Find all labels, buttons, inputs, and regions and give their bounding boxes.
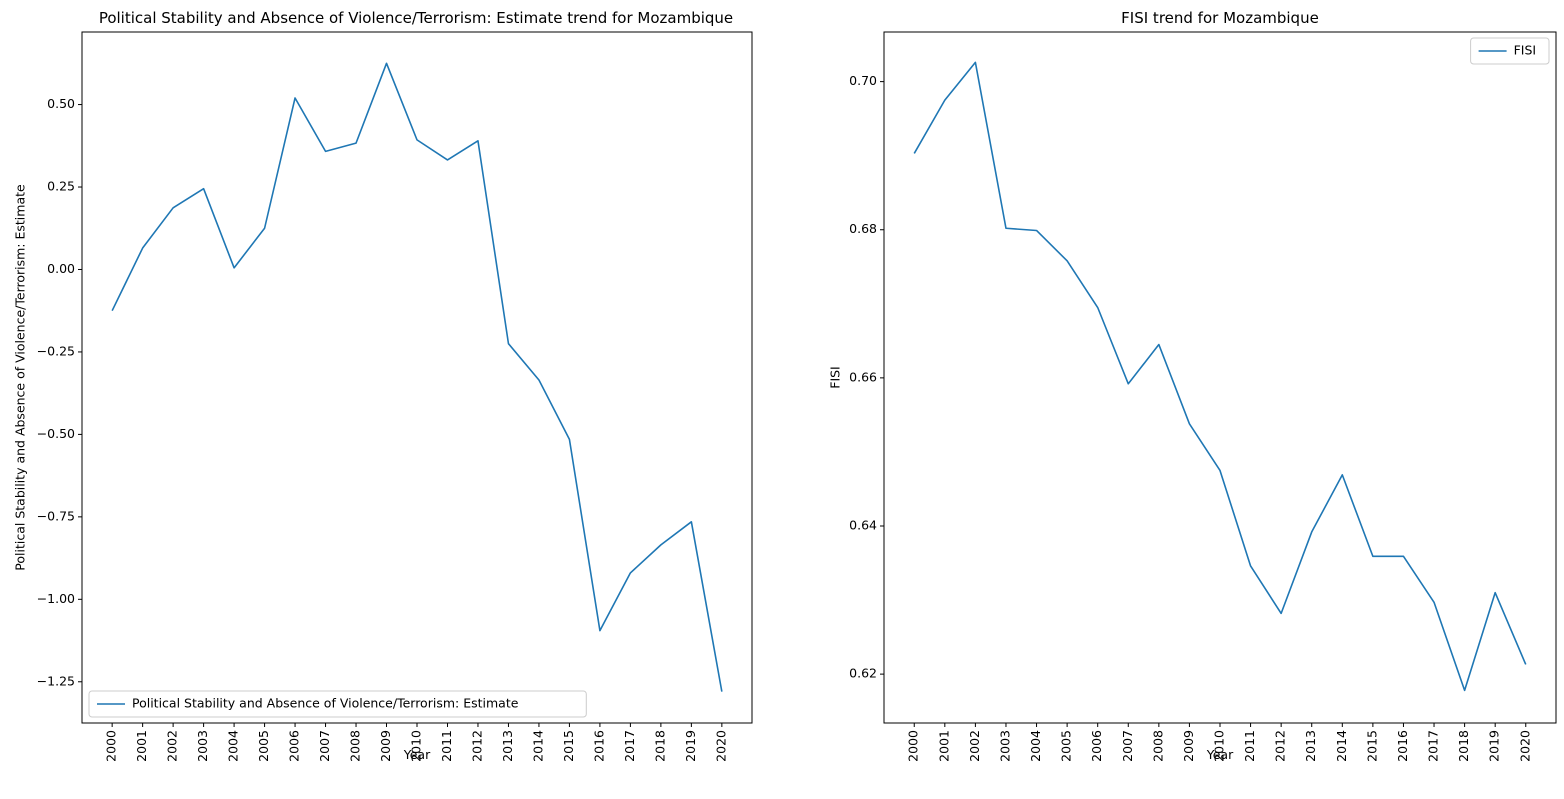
y-tick-label: 0.64 — [849, 517, 877, 532]
y-tick-label: 0.00 — [47, 261, 75, 276]
x-tick-label: 2000 — [104, 730, 119, 762]
x-tick-label: 2001 — [134, 730, 149, 762]
y-tick-label: −1.25 — [37, 673, 75, 688]
x-tick-label: 2020 — [713, 730, 728, 762]
chart-title: Political Stability and Absence of Viole… — [99, 9, 733, 27]
y-tick-label: −0.25 — [37, 343, 75, 358]
x-tick-label: 2010 — [409, 730, 424, 762]
legend: Political Stability and Absence of Viole… — [88, 690, 587, 718]
x-tick-label: 2017 — [622, 730, 637, 762]
x-tick-label: 2007 — [317, 730, 332, 762]
legend-box — [88, 690, 587, 718]
x-tick-label: 2014 — [530, 730, 545, 762]
x-tick-label: 2019 — [683, 730, 698, 762]
y-tick-label: 0.25 — [47, 179, 75, 194]
chart-title: FISI trend for Mozambique — [1121, 9, 1319, 27]
x-tick-label: 2011 — [439, 730, 454, 762]
legend-box — [1470, 37, 1550, 65]
x-tick-label: 2014 — [1334, 730, 1349, 762]
y-tick-label: 0.66 — [849, 369, 877, 384]
x-tick-label: 2008 — [348, 730, 363, 762]
x-tick-label: 2019 — [1487, 730, 1502, 762]
x-tick-label: 2006 — [287, 730, 302, 762]
y-tick-label: −0.50 — [37, 426, 75, 441]
y-tick-label: 0.62 — [849, 666, 877, 681]
x-tick-label: 2006 — [1089, 730, 1104, 762]
x-tick-label: 2002 — [967, 730, 982, 762]
y-tick-label: −0.75 — [37, 508, 75, 523]
chart-panel-2: FISI trend for Mozambique 2000 2001 2002 200… — [828, 9, 1557, 762]
x-tick-label: 2011 — [1242, 730, 1257, 762]
y-axis-label: Political Stability and Absence of Viole… — [13, 184, 28, 571]
x-tick-label: 2003 — [195, 730, 210, 762]
x-tick-label: 2004 — [226, 730, 241, 762]
x-tick-label: 2018 — [1456, 730, 1471, 762]
x-axis-label: Year — [403, 747, 431, 762]
x-tick-label: 2005 — [1059, 730, 1074, 762]
legend-label: Political Stability and Absence of Viole… — [132, 696, 519, 711]
x-tick-label: 2020 — [1517, 730, 1532, 762]
x-tick-label: 2009 — [1181, 730, 1196, 762]
x-tick-label: 2001 — [936, 730, 951, 762]
x-tick-label: 2015 — [561, 730, 576, 762]
x-tick-label: 2010 — [1212, 730, 1227, 762]
x-tick-label: 2012 — [1273, 730, 1288, 762]
y-tick-label: 0.50 — [47, 96, 75, 111]
x-tick-label: 2016 — [1395, 730, 1410, 762]
x-tick-label: 2005 — [256, 730, 271, 762]
y-tick-label: −1.00 — [37, 591, 75, 606]
x-tick-label: 2007 — [1120, 730, 1135, 762]
x-axis-label: Year — [1206, 747, 1234, 762]
legend: FISI — [1470, 37, 1550, 65]
x-tick-label: 2008 — [1150, 730, 1165, 762]
x-tick-label: 2004 — [1028, 730, 1043, 762]
x-tick-label: 2013 — [500, 730, 515, 762]
x-tick-label: 2015 — [1364, 730, 1379, 762]
x-tick-label: 2016 — [591, 730, 606, 762]
x-tick-label: 2012 — [469, 730, 484, 762]
x-tick-label: 2013 — [1303, 730, 1318, 762]
x-tick-label: 2000 — [906, 730, 921, 762]
x-tick-label: 2009 — [378, 730, 393, 762]
x-tick-label: 2018 — [652, 730, 667, 762]
plot-frame — [81, 31, 753, 724]
x-tick-label: 2003 — [997, 730, 1012, 762]
series-line-1 — [111, 62, 723, 692]
legend-label: FISI — [1514, 43, 1537, 58]
x-tick-label: 2017 — [1426, 730, 1441, 762]
chart-panel-1: Political Stability and Absence of Viole… — [13, 9, 753, 762]
series-line-1 — [913, 61, 1527, 692]
plot-frame — [883, 31, 1557, 724]
y-tick-label: 0.68 — [849, 221, 877, 236]
x-tick-label: 2002 — [165, 730, 180, 762]
y-axis-label: FISI — [828, 366, 843, 389]
y-tick-label: 0.70 — [849, 73, 877, 88]
